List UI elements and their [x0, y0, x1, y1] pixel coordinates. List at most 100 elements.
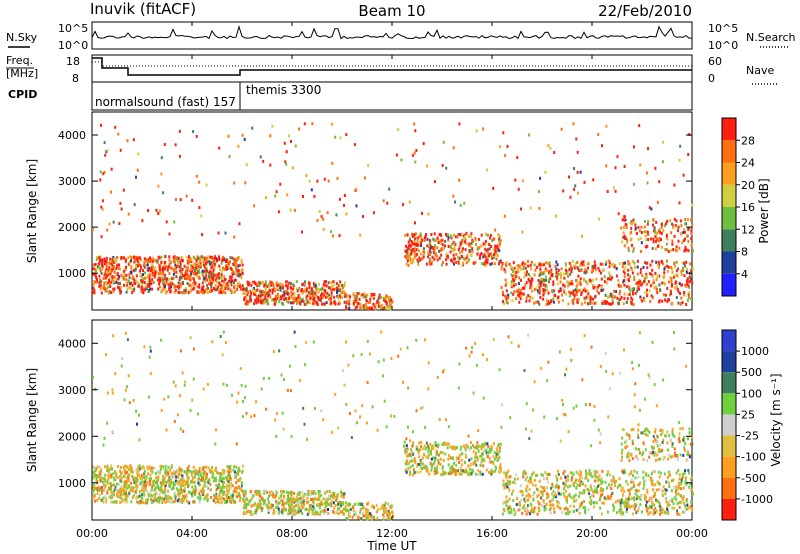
echo-cell [209, 482, 212, 486]
echo-cell [493, 262, 496, 266]
echo-cell [535, 287, 538, 291]
echo-cell [607, 295, 610, 299]
echo-cell [392, 514, 394, 518]
echo-cell [211, 470, 214, 474]
echo-cell [252, 292, 255, 296]
echo-cell [282, 302, 285, 306]
echo-cell [100, 291, 103, 295]
echo-cell [99, 479, 102, 483]
echo-cell [644, 234, 647, 238]
echo-cell [202, 291, 205, 295]
echo-cell [306, 512, 309, 516]
echo-cell [222, 482, 225, 486]
echo-cell [671, 239, 674, 243]
echo-cell [281, 499, 284, 503]
echo-cell [287, 509, 290, 513]
echo-cell [613, 289, 616, 293]
echo-cell [594, 490, 596, 494]
echo-cell [633, 261, 636, 265]
echo-cell [191, 479, 194, 482]
echo-cell [604, 262, 607, 266]
echo-cell [348, 302, 351, 306]
echo-cell [93, 495, 96, 499]
echo-cell [168, 499, 171, 503]
echo-cell [574, 288, 577, 292]
echo-cell [148, 277, 151, 281]
colorbar-tick-label: 16 [741, 201, 755, 214]
echo-cell [124, 489, 127, 493]
echo-cell [337, 502, 339, 506]
echo-cell [442, 472, 445, 476]
echo-cell [651, 268, 654, 272]
echo-cell [584, 297, 587, 301]
echo-cell [498, 244, 501, 248]
echo-cell [199, 473, 202, 477]
echo-cell [570, 478, 573, 482]
echo-cell [145, 489, 148, 493]
echo-cell [672, 478, 675, 482]
echo-cell [537, 190, 540, 194]
echo-cell [257, 492, 260, 496]
echo-cell [500, 265, 503, 269]
echo-cell [199, 262, 202, 266]
echo-cell [441, 472, 444, 476]
echo-cell [266, 506, 269, 510]
echo-cell [243, 291, 246, 295]
echo-cell [141, 280, 143, 284]
echo-cell [620, 499, 623, 503]
echo-cell [645, 238, 648, 242]
echo-cell [563, 290, 566, 294]
echo-cell [420, 241, 422, 245]
echo-cell [544, 288, 547, 292]
echo-cell [454, 472, 456, 476]
echo-cell [644, 274, 647, 278]
echo-cell [673, 261, 676, 265]
echo-cell [118, 222, 121, 225]
echo-cell [637, 287, 640, 291]
echo-cell [505, 289, 508, 293]
echo-cell [480, 454, 483, 458]
echo-cell [556, 275, 559, 279]
echo-cell [463, 201, 466, 205]
echo-cell [105, 264, 108, 268]
echo-cell [495, 452, 498, 456]
echo-cell [192, 255, 195, 259]
echo-cell [514, 510, 517, 514]
echo-cell [691, 224, 694, 227]
echo-cell [247, 291, 250, 295]
echo-cell [475, 243, 477, 246]
echo-cell [592, 297, 594, 301]
echo-cell [687, 292, 690, 296]
echo-cell [585, 469, 587, 473]
echo-cell [163, 490, 166, 494]
echo-cell [164, 494, 167, 498]
echo-cell [193, 267, 195, 271]
echo-cell [391, 300, 394, 304]
echo-cell [527, 277, 530, 281]
echo-cell [422, 252, 425, 255]
echo-cell [516, 497, 518, 501]
echo-cell [585, 476, 588, 479]
echo-cell [524, 266, 527, 270]
echo-cell [575, 284, 578, 288]
echo-cell [474, 456, 477, 459]
echo-cell [305, 492, 308, 496]
echo-cell [217, 479, 220, 483]
echo-cell [147, 472, 149, 476]
echo-cell [480, 244, 483, 248]
echo-cell [459, 241, 462, 245]
echo-cell [99, 472, 102, 476]
echo-cell [100, 498, 103, 502]
echo-cell [437, 461, 440, 465]
echo-cell [163, 476, 166, 480]
echo-cell [299, 509, 302, 513]
echo-cell [241, 464, 244, 468]
echo-cell [523, 504, 526, 508]
echo-cell [274, 194, 277, 198]
echo-cell [336, 291, 338, 294]
echo-cell [682, 266, 684, 270]
echo-cell [669, 276, 672, 280]
echo-cell [100, 487, 102, 491]
echo-cell [457, 469, 460, 473]
echo-cell [484, 448, 487, 452]
